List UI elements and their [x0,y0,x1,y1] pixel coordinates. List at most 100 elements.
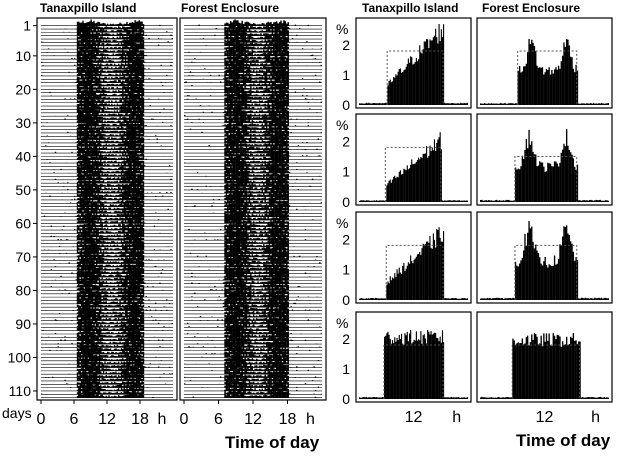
actogram-day-activity [224,240,295,247]
time-of-day-label-right: Time of day [516,431,611,450]
actogram-day-activity [42,160,171,167]
actogram-y-tick-label: 40 [15,148,31,164]
actogram-day-activity [221,385,317,391]
profile-y-tick-label: 2 [342,37,350,53]
actogram-day-activity [185,200,305,207]
profile-col-title-tanaxpillo: Tanaxpillo Island [362,1,458,15]
actogram-day-activity [76,311,153,318]
actogram-day-activity [54,109,145,117]
actogram-day-activity [189,124,289,130]
actogram-day-activity [198,261,315,267]
actogram-x-tick-label: 0 [180,411,189,428]
actogram-day-activity [43,244,172,251]
profile-reference-window [514,244,578,300]
profile-panel-r1-c1: 0 1 2% [336,17,472,113]
actogram-day-activity [224,244,289,251]
profile-reference-window [383,344,444,399]
actogram-day-activity [49,190,164,197]
profile-histogram [480,129,610,202]
actogram-day-activity [41,56,172,63]
actogram-day-activity [61,224,145,231]
profile-y-tick-label: 2 [342,331,350,347]
actogram-day-activity [224,49,320,56]
actogram-day-activity [49,86,165,93]
actogram-day-activity [201,351,289,358]
profile-y-tick-label: 1 [342,361,350,377]
actogram-day-activity [185,113,310,120]
actogram-day-activity [184,76,321,83]
actogram-day-activity [219,388,323,395]
activity-profiles: 012%012%012%012%12 h 12 h [336,17,613,426]
actogram-day-activity [41,69,168,76]
actogram-day-activity [208,140,300,147]
actogram-day-activity [224,220,310,227]
actogram-x-tick-label: 6 [214,411,223,428]
actogram-day-activity [75,76,167,83]
actogram-day-activity [192,301,307,308]
time-of-day-label-left: Time of day [225,433,320,452]
actogram-day-activity [202,106,318,113]
profile-x-tick-label: 12 [405,409,423,426]
actogram-day-activity [224,257,321,264]
actogram-day-activity [224,213,315,221]
actogram-day-activity [224,43,323,50]
profile-histogram [359,24,469,105]
actogram-day-activity [196,36,312,43]
actogram-day-activity [194,233,307,241]
actogram-day-activity [224,147,289,153]
actogram-day-activity [202,59,323,66]
actogram-day-activity [189,173,314,180]
actogram-day-activity [47,42,149,50]
days-axis-label: days [2,405,32,421]
actogram-day-activity [191,56,321,63]
actogram-day-activity [224,344,311,351]
actogram-day-activity [196,167,308,174]
actogram-day-activity [64,93,160,100]
actogram-day-activity [76,297,171,304]
profile-panel-r2-c2 [476,113,613,206]
actogram-day-activity [188,321,321,328]
actogram-day-activity [184,377,307,385]
actogram-day-activity [224,210,291,217]
actogram-y-tick-label: 90 [15,316,31,332]
actogram-day-activity [196,337,318,345]
actogram-day-activity [224,190,289,197]
actogram-day-activity [54,327,145,334]
actogram-day-activity [46,153,147,160]
actogram-day-activity [76,99,151,107]
actogram-title-tanaxpillo: Tanaxpillo Island [40,1,136,15]
actogram-day-activity [67,183,145,190]
actogram-day-activity [41,388,145,395]
actogram-forest-enclosure: 0 6 12 18 h [179,17,327,428]
actogram-x-unit-label: h [158,411,167,428]
actogram-y-tick-label: 20 [15,81,31,97]
actogram-y-tick-label: 60 [15,215,31,231]
actogram-day-activity [186,328,323,334]
actogram-day-activity [76,384,145,391]
profile-histogram [359,330,469,399]
actogram-day-activity [47,341,173,348]
actogram-day-activity [196,251,318,257]
actogram-day-activity [195,274,321,281]
actogram-day-activity [221,119,310,127]
actogram-day-activity [224,355,320,361]
actogram-day-activity [189,375,321,381]
actogram-day-activity [68,368,173,375]
actogram-y-tick-label: 80 [15,282,31,298]
actogram-day-activity [201,335,307,341]
profile-histogram [359,132,469,202]
actogram-day-activity [207,86,297,93]
profile-reference-window [514,155,578,202]
actogram-day-activity [184,358,292,365]
actogram-day-activity [224,97,323,103]
actogram-day-activity [54,147,145,153]
profile-reference-window [517,50,578,105]
profile-y-unit-label: % [336,315,348,331]
actogram-day-activity [76,217,168,224]
actogram-day-activity [189,247,289,254]
actogram-day-activity [58,257,145,264]
actogram-day-activity [58,247,168,254]
actogram-day-activity [224,103,311,110]
actogram-day-activity [184,156,307,164]
actogram-x-tick-label: 18 [279,411,297,428]
